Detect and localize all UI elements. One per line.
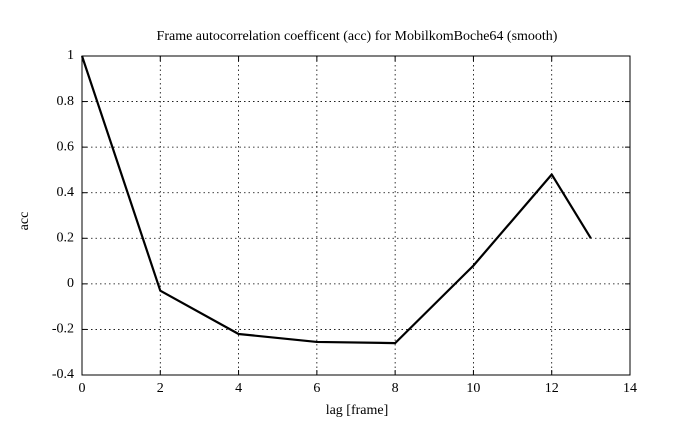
x-tick-label: 12 — [545, 381, 559, 396]
x-tick-label: 6 — [313, 381, 320, 396]
y-tick-label: 0.8 — [57, 94, 75, 109]
plot-frame — [81, 55, 631, 376]
y-tick-label: 1 — [67, 48, 74, 63]
x-axis-label: lag [frame] — [326, 403, 389, 418]
x-tick-label: 4 — [235, 381, 242, 396]
y-tick-label: 0.6 — [57, 139, 75, 154]
y-tick-label: 0 — [67, 276, 74, 291]
x-tick-label: 14 — [623, 381, 637, 396]
x-tick-label: 2 — [157, 381, 164, 396]
x-tick-label: 8 — [392, 381, 399, 396]
x-tick-label: 10 — [466, 381, 480, 396]
data-line — [80, 55, 592, 345]
y-tick-label: 0.4 — [57, 185, 75, 200]
chart-title: Frame autocorrelation coefficent (acc) f… — [157, 29, 558, 44]
x-tick-label: 0 — [79, 381, 86, 396]
y-tick-label: -0.4 — [52, 367, 74, 382]
y-tick-label: 0.2 — [57, 231, 75, 246]
y-tick-label: -0.2 — [52, 322, 74, 337]
y-axis-label: acc — [17, 212, 32, 231]
